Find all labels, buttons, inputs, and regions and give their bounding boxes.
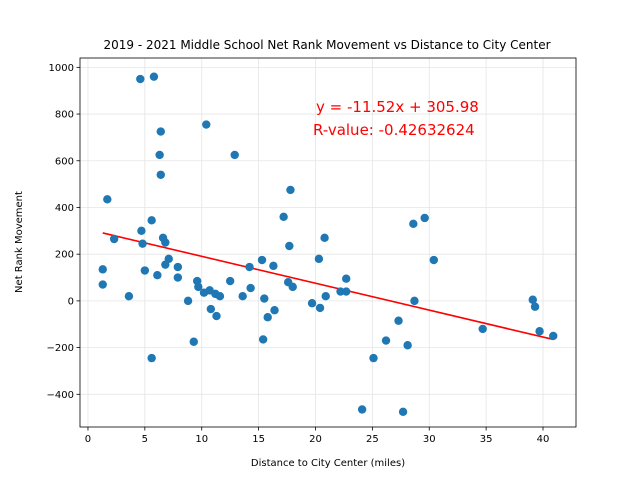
data-point — [238, 292, 247, 301]
data-point — [164, 254, 173, 264]
y-axis-label: Net Rank Movement — [14, 191, 25, 293]
x-tick-label: 15 — [252, 434, 265, 445]
data-point — [109, 234, 119, 244]
data-point — [320, 233, 329, 243]
data-point — [124, 292, 134, 301]
data-point — [153, 270, 162, 280]
data-point — [156, 127, 165, 136]
data-point — [314, 254, 324, 264]
data-point — [285, 241, 294, 251]
y-tick-label: 1000 — [49, 63, 74, 74]
data-point — [202, 120, 211, 129]
data-point — [258, 335, 268, 344]
r-value-label: R-value: -0.42632624 — [313, 121, 475, 139]
regression-line — [102, 232, 554, 341]
data-point — [429, 255, 438, 265]
data-point — [225, 276, 235, 286]
data-point — [212, 311, 221, 321]
data-point — [381, 336, 391, 345]
data-point — [342, 287, 351, 296]
data-point — [230, 150, 239, 160]
data-point — [147, 216, 156, 225]
regression-equation: y = -11.52x + 305.98 — [316, 98, 479, 116]
data-point — [528, 295, 537, 304]
x-axis-label: Distance to City Center (miles) — [251, 458, 405, 469]
data-point — [409, 219, 418, 229]
data-point — [183, 296, 193, 306]
data-point — [189, 337, 198, 346]
plot-frame — [79, 57, 577, 428]
data-point — [155, 150, 164, 160]
data-point — [357, 405, 367, 414]
data-point — [215, 292, 225, 301]
data-point — [138, 239, 147, 248]
data-point — [398, 407, 408, 417]
grid-lines — [80, 58, 576, 427]
data-point — [98, 265, 107, 274]
x-tick-label: 5 — [142, 434, 148, 445]
data-point — [394, 316, 403, 325]
data-point — [478, 324, 487, 334]
data-point — [206, 304, 216, 314]
x-tick-label: 25 — [366, 434, 379, 445]
data-point — [136, 74, 145, 84]
x-tick-label: 35 — [480, 434, 493, 445]
data-point — [369, 353, 378, 363]
y-tick-label: 400 — [55, 203, 74, 214]
data-point — [342, 274, 351, 283]
data-point — [420, 213, 429, 223]
data-point — [257, 255, 267, 265]
data-point — [194, 282, 203, 292]
data-point — [321, 292, 330, 301]
data-point — [530, 302, 540, 311]
data-point — [147, 353, 156, 363]
data-point — [173, 262, 183, 272]
x-tick-label: 40 — [537, 434, 550, 445]
data-point — [403, 341, 412, 350]
regression-line-layer — [102, 232, 554, 341]
y-tick-label: −400 — [47, 390, 74, 401]
data-point — [103, 195, 112, 204]
data-point — [549, 331, 558, 341]
data-point — [161, 238, 170, 247]
scatter-points — [98, 72, 558, 417]
axis-ticks: 0 5 10 15 20 25 30 35 40 −400 −200 0 200 400 600 800 100… — [47, 63, 550, 445]
x-tick-label: 20 — [309, 434, 322, 445]
x-tick-label: 10 — [195, 434, 208, 445]
data-point — [149, 72, 159, 81]
data-point — [270, 306, 279, 315]
y-tick-label: −200 — [47, 343, 74, 354]
x-tick-label: 30 — [423, 434, 436, 445]
y-tick-label: 200 — [55, 250, 74, 261]
y-tick-label: 0 — [68, 296, 74, 307]
data-point — [245, 262, 254, 272]
data-point — [98, 280, 107, 289]
data-point — [410, 296, 419, 306]
data-point — [156, 170, 165, 179]
data-point — [137, 226, 146, 236]
x-tick-label: 0 — [85, 434, 91, 445]
data-point — [307, 299, 317, 308]
data-point — [535, 327, 544, 336]
data-point — [279, 212, 288, 222]
data-point — [263, 313, 272, 322]
chart-title: 2019 - 2021 Middle School Net Rank Movem… — [103, 38, 550, 52]
data-point — [269, 261, 278, 271]
data-point — [288, 282, 297, 292]
data-point — [140, 266, 150, 275]
data-point — [173, 273, 183, 282]
data-point — [315, 303, 325, 313]
data-point — [246, 283, 255, 293]
y-tick-label: 600 — [55, 156, 74, 167]
y-tick-label: 800 — [55, 110, 74, 121]
data-point — [260, 294, 269, 303]
data-point — [286, 185, 295, 195]
